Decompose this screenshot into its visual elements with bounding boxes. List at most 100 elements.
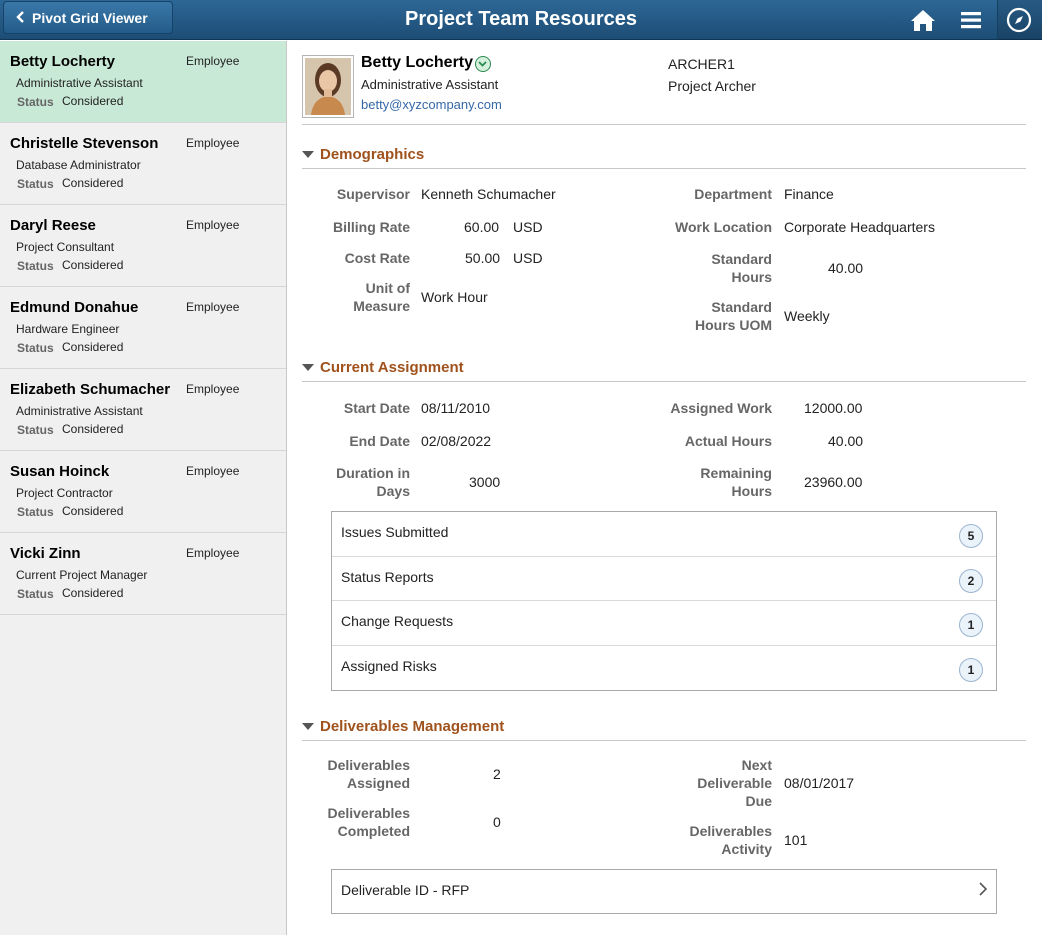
deliverables-activity-label: Deliverables Activity: [690, 822, 773, 858]
project-name: Project Archer: [668, 78, 756, 94]
home-icon[interactable]: [907, 4, 939, 36]
collapse-triangle-icon: [302, 151, 314, 158]
billing-currency: USD: [513, 219, 543, 235]
collapse-triangle-icon: [302, 364, 314, 371]
uom-label: Unit of Measure: [353, 279, 410, 315]
status-value: Considered: [62, 422, 124, 436]
duration-label-line: Duration in: [336, 465, 410, 481]
deliverables-completed-label-line: Deliverables: [327, 805, 411, 821]
status-reports-row[interactable]: Status Reports 2: [332, 557, 996, 601]
profile-name: Betty Locherty: [361, 54, 474, 71]
resource-type: Employee: [186, 382, 240, 396]
change-requests-row[interactable]: Change Requests 1: [332, 601, 996, 646]
deliverable-rfp-row[interactable]: Deliverable ID - RFP: [331, 869, 997, 914]
deliverables-assigned-label-line: Assigned: [346, 775, 410, 791]
status-label: Status: [17, 341, 54, 355]
resource-title: Project Contractor: [16, 486, 113, 500]
profile-title: Administrative Assistant: [361, 77, 499, 92]
list-item[interactable]: Elizabeth Schumacher Employee Administra…: [0, 369, 286, 451]
standard-hours-uom-label-line: Hours UOM: [695, 317, 772, 333]
resource-type: Employee: [186, 546, 240, 560]
end-date-label: End Date: [349, 433, 410, 449]
demographics-section-toggle[interactable]: Demographics: [302, 146, 424, 163]
section-heading: Demographics: [320, 146, 425, 163]
resource-title: Administrative Assistant: [16, 404, 143, 418]
count-badge: 1: [959, 613, 983, 637]
back-button[interactable]: Pivot Grid Viewer: [3, 1, 173, 34]
list-item[interactable]: Vicki Zinn Employee Current Project Mana…: [0, 533, 286, 615]
standard-hours-value: 40.00: [828, 260, 864, 276]
deliverables-activity-label-line: Activity: [721, 841, 772, 857]
project-id: ARCHER1: [668, 56, 735, 72]
deliverables-activity-value: 101: [784, 832, 808, 848]
resource-name: Elizabeth Schumacher: [10, 381, 171, 398]
assignment-links-list: Issues Submitted 5 Status Reports 2 Chan…: [331, 511, 997, 691]
actual-hours-value: 40.00: [828, 433, 864, 449]
resource-name: Susan Hoinck: [10, 463, 110, 480]
deliverables-completed-label: Deliverables Completed: [328, 804, 411, 840]
assigned-risks-row[interactable]: Assigned Risks 1: [332, 646, 996, 691]
resource-type: Employee: [186, 218, 240, 232]
profile-email-link[interactable]: betty@xyzcompany.com: [361, 97, 502, 112]
section-heading: Current Assignment: [320, 359, 464, 376]
next-deliverable-due-label-line: Deliverable: [697, 775, 772, 791]
actual-hours-label: Actual Hours: [684, 433, 772, 449]
divider: [302, 740, 1026, 741]
divider: [302, 381, 1026, 382]
cost-rate-value: 50.00: [465, 250, 501, 266]
cost-currency: USD: [513, 250, 543, 266]
start-date-label: Start Date: [343, 400, 410, 416]
row-label: Issues Submitted: [341, 524, 449, 540]
row-label: Deliverable ID - RFP: [341, 882, 470, 898]
list-item[interactable]: Christelle Stevenson Employee Database A…: [0, 123, 286, 205]
status-label: Status: [17, 95, 54, 109]
standard-hours-label-line: Hours: [731, 269, 772, 285]
department-value: Finance: [784, 186, 834, 202]
collapse-triangle-icon: [302, 723, 314, 730]
deliverables-activity-label-line: Deliverables: [689, 823, 773, 839]
list-item[interactable]: Edmund Donahue Employee Hardware Enginee…: [0, 287, 286, 369]
deliverables-assigned-value: 2: [493, 766, 501, 782]
next-deliverable-due-value: 08/01/2017: [784, 775, 855, 791]
back-button-label: Pivot Grid Viewer: [32, 9, 148, 26]
assigned-work-label: Assigned Work: [670, 400, 772, 416]
start-date-value: 08/11/2010: [421, 400, 491, 416]
department-label: Department: [694, 186, 772, 202]
status-label: Status: [17, 587, 54, 601]
status-value: Considered: [62, 340, 124, 354]
status-value: Considered: [62, 176, 124, 190]
divider: [302, 124, 1026, 125]
list-item[interactable]: Susan Hoinck Employee Project Contractor…: [0, 451, 286, 533]
resource-title: Project Consultant: [16, 240, 115, 254]
assignment-section-toggle[interactable]: Current Assignment: [302, 359, 464, 376]
deliverables-completed-label-line: Completed: [337, 823, 410, 839]
status-label: Status: [17, 423, 54, 437]
menu-icon[interactable]: [955, 4, 987, 36]
deliverables-section-toggle[interactable]: Deliverables Management: [302, 718, 504, 735]
remaining-hours-label-line: Remaining: [700, 465, 772, 481]
resource-type: Employee: [186, 300, 240, 314]
remaining-hours-label-line: Hours: [731, 483, 772, 499]
resource-type: Employee: [186, 464, 240, 478]
navbar-icon[interactable]: [1003, 4, 1035, 36]
avatar: [302, 55, 354, 118]
standard-hours-uom-label: Standard Hours UOM: [695, 298, 772, 334]
resource-title: Administrative Assistant: [16, 76, 143, 90]
resource-name: Daryl Reese: [10, 217, 96, 234]
row-label: Status Reports: [341, 568, 434, 585]
count-badge: 5: [959, 524, 983, 548]
supervisor-value: Kenneth Schumacher: [421, 186, 556, 202]
resource-name: Vicki Zinn: [10, 545, 81, 562]
supervisor-label: Supervisor: [336, 186, 410, 202]
billing-rate-label: Billing Rate: [332, 219, 410, 235]
resource-list: Betty Locherty Employee Administrative A…: [0, 41, 287, 935]
issues-submitted-row[interactable]: Issues Submitted 5: [332, 512, 996, 557]
resource-title: Hardware Engineer: [16, 322, 120, 336]
cost-rate-label: Cost Rate: [344, 250, 410, 266]
chevron-down-icon[interactable]: [475, 56, 491, 72]
status-value: Considered: [62, 94, 124, 108]
next-deliverable-due-label-line: Due: [745, 793, 772, 809]
list-item[interactable]: Betty Locherty Employee Administrative A…: [0, 41, 286, 123]
billing-rate-value: 60.00: [464, 219, 500, 235]
list-item[interactable]: Daryl Reese Employee Project Consultant …: [0, 205, 286, 287]
